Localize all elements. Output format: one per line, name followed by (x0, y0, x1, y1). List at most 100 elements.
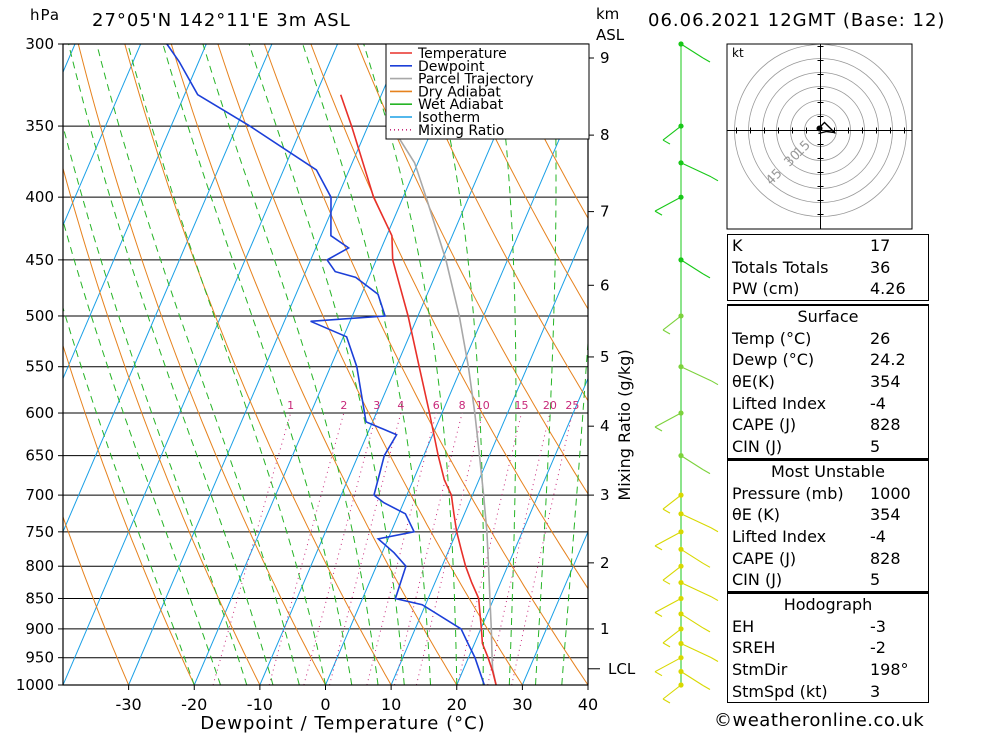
mixing-ratio-label: 4 (397, 399, 404, 412)
km-tick-label: 2 (600, 554, 610, 572)
wind-barb-flag (702, 469, 711, 475)
most-unstable-label: CAPE (J) (732, 548, 797, 568)
index-value: 4.26 (870, 279, 906, 299)
index-value: 36 (870, 257, 891, 277)
wind-barb-dot (678, 194, 684, 200)
mixing-ratio-label: 6 (433, 399, 440, 412)
datetime-title: 06.06.2021 12GMT (Base: 12) (648, 10, 946, 31)
km-tick-label: 7 (600, 203, 610, 221)
x-tick-label: -20 (181, 695, 207, 714)
temperature-line (339, 94, 497, 685)
isotherm (325, 70, 588, 685)
plot-area (63, 44, 1000, 685)
x-tick-label: 0 (320, 695, 330, 714)
surface-label: Lifted Index (732, 393, 827, 413)
wind-barb-flag (710, 527, 719, 533)
hodograph-box (726, 43, 913, 230)
x-tick-label: 20 (447, 695, 467, 714)
surface-label: CAPE (J) (732, 415, 797, 435)
parcel-trajectory-line (390, 125, 497, 685)
isotherm (128, 44, 404, 685)
legend-label: Dewpoint (418, 59, 485, 75)
wet-adiabat (96, 44, 300, 685)
surface-title: Surface (728, 305, 928, 328)
most-unstable-title: Most Unstable (728, 460, 928, 483)
pressure-tick-label: 800 (25, 557, 54, 575)
lcl-label: LCL (608, 660, 636, 678)
legend-label: Isotherm (418, 110, 480, 126)
hodograph-label: SREH (732, 638, 776, 658)
most-unstable-row: CAPE (J) 828 (728, 548, 928, 570)
index-value: 17 (870, 236, 891, 255)
km-tick-label: 4 (600, 417, 610, 435)
x-tick-label: 30 (512, 695, 532, 714)
wind-barb (662, 315, 682, 331)
legend-label: Temperature (417, 46, 507, 62)
wind-barb (680, 642, 712, 658)
legend-label: Parcel Trajectory (418, 72, 534, 88)
most-unstable-label: θE (K) (732, 505, 780, 525)
wet-adiabat (535, 44, 557, 685)
surface-row: Lifted Index -4 (728, 393, 928, 415)
km-tick-label: 9 (600, 49, 610, 67)
wind-barb-flag (662, 642, 671, 648)
wind-barb (680, 455, 704, 471)
wind-barb-flag (654, 545, 663, 551)
most-unstable-value: 1000 (870, 483, 911, 503)
dewpoint-line (166, 44, 486, 685)
most-unstable-value: 5 (870, 570, 881, 590)
wind-barb-flag (662, 698, 671, 704)
mixing-ratio-line (366, 412, 437, 685)
dry-adiabat (962, 44, 1000, 685)
isotherm (521, 530, 588, 685)
wind-barb (654, 412, 682, 428)
most-unstable-label: CIN (J) (732, 570, 783, 590)
wet-adiabat (561, 335, 588, 685)
surface-value: 26 (870, 328, 891, 348)
index-row: Totals Totals 36 (728, 257, 928, 279)
mixing-ratio-axis-label: Mixing Ratio (g/kg) (615, 349, 634, 500)
pressure-tick-label: 300 (25, 35, 54, 53)
most-unstable-row: CIN (J) 5 (728, 569, 928, 591)
wet-adiabat (302, 44, 431, 685)
legend-label: Wet Adiabat (418, 97, 504, 113)
wind-barb-flag (702, 627, 711, 633)
km-tick-label: 6 (600, 276, 610, 294)
x-tick-label: 10 (381, 695, 401, 714)
mixing-ratio-label: 2 (340, 399, 347, 412)
wind-barb-flag (662, 579, 671, 585)
storm-motion-marker (816, 125, 823, 132)
most-unstable-value: 828 (870, 548, 901, 568)
km-tick-label: 3 (600, 486, 610, 504)
x-axis-label: Dewpoint / Temperature (°C) (200, 713, 485, 733)
dry-adiabat (450, 44, 588, 310)
wind-barb-flag (710, 380, 719, 386)
dry-adiabat (63, 344, 195, 685)
x-tick-label: -30 (116, 695, 142, 714)
hodograph-label: EH (732, 616, 755, 636)
hodograph-title: Hodograph (728, 593, 928, 616)
hodograph-row: EH -3 (728, 616, 928, 638)
most-unstable-label: Pressure (mb) (732, 483, 844, 503)
wind-barb-flag (710, 596, 719, 602)
wind-barb-flag (654, 210, 663, 216)
wind-barb-flag (654, 426, 663, 432)
wet-adiabat (68, 44, 274, 685)
hodograph-label: StmSpd (kt) (732, 681, 828, 701)
surface-label: Dewp (°C) (732, 350, 815, 370)
surface-value: 354 (870, 372, 901, 392)
wind-barb-flag (662, 508, 671, 514)
plot-border (62, 43, 589, 686)
km-unit-label: km (596, 5, 620, 23)
pressure-tick-label: 400 (25, 188, 54, 206)
index-label: K (732, 236, 743, 255)
wind-barb-flag (662, 329, 671, 335)
pressure-tick-label: 450 (25, 251, 54, 269)
legend-label: Dry Adiabat (418, 84, 501, 100)
wet-adiabat (494, 44, 517, 685)
surface-row: CAPE (J) 828 (728, 414, 928, 436)
wet-adiabat (162, 44, 353, 685)
dry-adiabat (263, 44, 588, 685)
surface-label: θE(K) (732, 372, 775, 392)
pressure-tick-label: 850 (25, 589, 54, 607)
